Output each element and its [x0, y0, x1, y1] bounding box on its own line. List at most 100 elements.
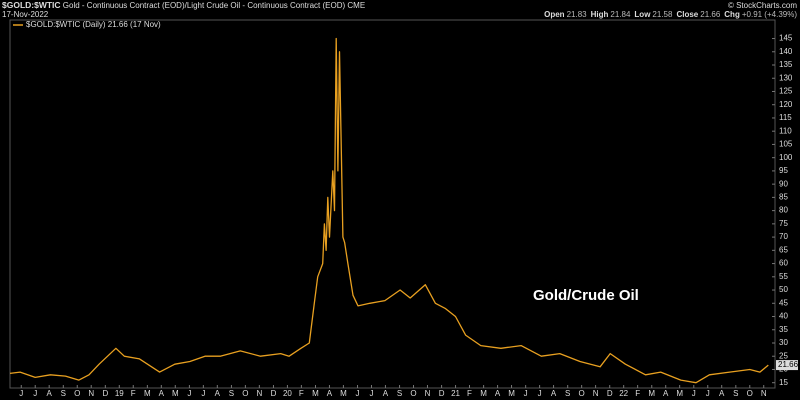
x-tick-label: F	[467, 389, 472, 398]
symbol: $GOLD:$WTIC	[2, 0, 61, 10]
plot-frame	[9, 19, 776, 389]
legend-text: $GOLD:$WTIC (Daily) 21.66 (17 Nov)	[26, 20, 161, 29]
x-tick-label: A	[47, 389, 53, 398]
x-tick-label: M	[144, 389, 151, 398]
x-tick-label: J	[19, 389, 23, 398]
x-tick-label: 22	[619, 389, 628, 398]
x-tick-label: 21	[451, 389, 460, 398]
x-tick-label: O	[410, 389, 416, 398]
x-tick-label: N	[256, 389, 262, 398]
x-tick-label: J	[356, 389, 360, 398]
y-tick-label: 15	[779, 378, 788, 387]
x-tick-label: J	[201, 389, 205, 398]
y-tick-label: 70	[779, 232, 788, 241]
y-tick-label: 145	[779, 34, 793, 43]
header: $GOLD:$WTIC Gold - Continuous Contract (…	[2, 0, 365, 10]
x-tick-label: A	[327, 389, 333, 398]
x-tick-label: D	[102, 389, 108, 398]
quote-value: 21.84	[610, 10, 631, 19]
y-tick-label: 25	[779, 351, 788, 360]
x-tick-label: J	[538, 389, 542, 398]
quote: Open 21.83 High 21.84 Low 21.58 Close 21.66 Chg +…	[544, 10, 797, 19]
x-tick-label: M	[172, 389, 179, 398]
x-tick-label: N	[761, 389, 767, 398]
date: 17-Nov-2022	[2, 10, 49, 19]
x-tick-label: N	[425, 389, 431, 398]
x-tick-label: O	[579, 389, 585, 398]
x-tick-label: O	[242, 389, 248, 398]
x-tick-label: N	[88, 389, 94, 398]
y-tick-label: 50	[779, 285, 788, 294]
y-tick-label: 80	[779, 206, 788, 215]
quote-label: Low	[634, 10, 651, 19]
annotation: Gold/Crude Oil	[533, 287, 639, 304]
quote-value: 21.66	[700, 10, 721, 19]
y-tick-label: 95	[779, 166, 788, 175]
last-value-label: 21.66	[778, 360, 799, 369]
x-tick-label: A	[551, 389, 557, 398]
x-tick-label: A	[159, 389, 165, 398]
y-tick-label: 30	[779, 338, 788, 347]
x-tick-label: J	[187, 389, 191, 398]
quote-label: Chg	[724, 10, 740, 19]
copyright: © StockCharts.com	[728, 1, 797, 10]
x-tick-label: S	[397, 389, 402, 398]
x-tick-label: 20	[283, 389, 292, 398]
x-tick-label: A	[495, 389, 501, 398]
y-tick-label: 65	[779, 245, 788, 254]
y-tick-label: 125	[779, 87, 793, 96]
y-tick-label: 90	[779, 179, 788, 188]
y-tick-label: 120	[779, 100, 793, 109]
y-tick-label: 105	[779, 140, 793, 149]
x-tick-label: S	[733, 389, 738, 398]
x-tick-label: J	[33, 389, 37, 398]
y-tick-label: 85	[779, 192, 788, 201]
last-value-marker	[776, 360, 798, 371]
x-tick-label: M	[676, 389, 683, 398]
y-tick-label: 55	[779, 272, 788, 281]
x-tick-label: S	[565, 389, 570, 398]
x-tick-label: A	[719, 389, 725, 398]
x-tick-label: M	[508, 389, 515, 398]
y-tick-label: 35	[779, 325, 788, 334]
x-tick-label: 19	[115, 389, 124, 398]
x-tick-label: A	[663, 389, 669, 398]
y-tick-label: 115	[779, 113, 792, 122]
x-tick-label: F	[131, 389, 136, 398]
x-tick-label: D	[607, 389, 613, 398]
x-tick-label: F	[635, 389, 640, 398]
x-tick-label: M	[648, 389, 655, 398]
y-tick-label: 135	[779, 60, 793, 69]
x-tick-label: M	[312, 389, 319, 398]
x-tick-label: S	[61, 389, 66, 398]
exchange: CME	[347, 1, 365, 10]
x-tick-label: D	[439, 389, 445, 398]
y-tick-label: 60	[779, 259, 788, 268]
quote-label: Open	[544, 10, 565, 19]
x-tick-label: M	[340, 389, 347, 398]
x-tick-label: S	[229, 389, 234, 398]
price-line	[9, 37, 769, 384]
x-tick-label: O	[747, 389, 753, 398]
subtitle: Gold - Continuous Contract (EOD)/Light C…	[63, 1, 346, 10]
quote-value: 21.58	[652, 10, 673, 19]
x-tick-label: J	[706, 389, 710, 398]
y-tick-label: 110	[779, 126, 792, 135]
quote-label: Close	[676, 10, 698, 19]
y-tick-label: 140	[779, 47, 793, 56]
y-tick-label: 40	[779, 312, 788, 321]
x-tick-label: J	[369, 389, 373, 398]
y-tick-label: 100	[779, 153, 793, 162]
y-tick-label: 75	[779, 219, 788, 228]
x-tick-label: J	[524, 389, 528, 398]
quote-value: 21.83	[567, 10, 588, 19]
y-tick-label: 45	[779, 298, 788, 307]
quote-value: +0.91 (+4.39%)	[742, 10, 797, 19]
x-tick-label: A	[215, 389, 221, 398]
x-tick-label: M	[480, 389, 487, 398]
x-tick-label: N	[593, 389, 599, 398]
y-tick-label: 130	[779, 73, 793, 82]
x-tick-label: O	[74, 389, 80, 398]
